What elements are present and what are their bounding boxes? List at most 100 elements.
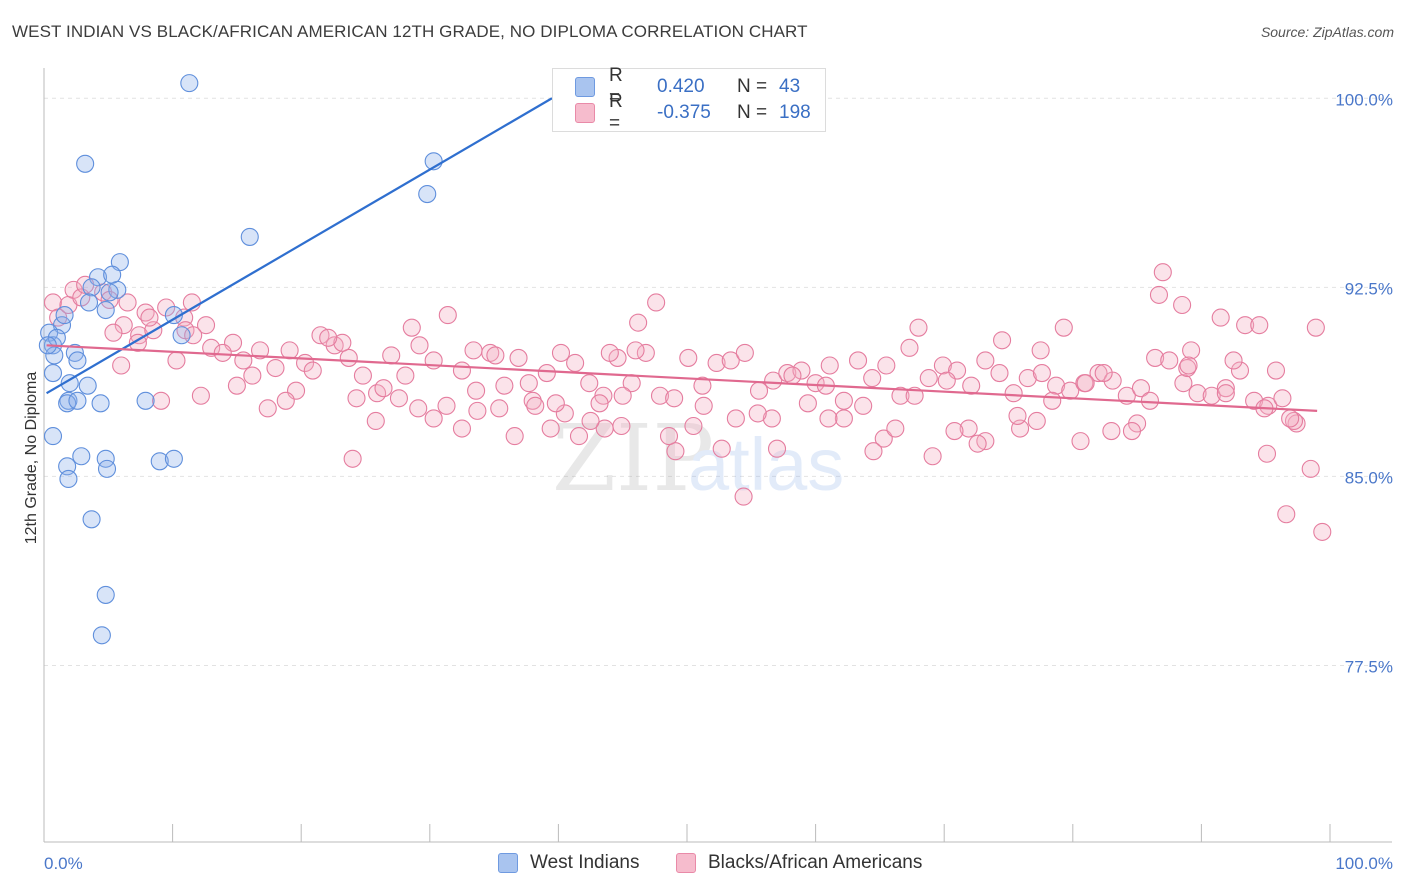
data-point (546, 394, 565, 413)
data-point (347, 389, 366, 408)
data-point (959, 419, 978, 438)
data-point (693, 376, 712, 395)
data-point (1211, 308, 1230, 327)
data-point (96, 300, 115, 320)
data-point (990, 364, 1009, 383)
data-point (1043, 391, 1062, 410)
data-point (72, 447, 91, 466)
data-point (227, 376, 246, 395)
data-point (1094, 364, 1113, 383)
x-tick-label: 0.0% (44, 854, 83, 873)
data-point (333, 333, 352, 352)
data-point (1182, 341, 1201, 360)
legend-r-value: -0.375 (657, 102, 711, 123)
data-point (58, 394, 77, 413)
data-point (1089, 364, 1108, 383)
data-point (1179, 356, 1198, 375)
data-point (1277, 505, 1296, 524)
data-point (396, 366, 415, 385)
data-point (366, 411, 385, 431)
data-point (537, 364, 556, 383)
data-point (684, 416, 703, 436)
series-west-indians-points (38, 74, 443, 645)
data-point (68, 391, 87, 410)
data-point (629, 313, 648, 332)
data-point (1071, 432, 1090, 451)
legend-item-blacks: Blacks/African Americans (676, 852, 922, 874)
data-point (523, 391, 542, 410)
data-point (647, 293, 666, 312)
series-legend: West Indians Blacks/African Americans (0, 852, 1406, 876)
y-tick-label: 100.0% (1335, 90, 1393, 109)
data-point (68, 351, 87, 370)
data-point (151, 391, 171, 410)
legend-n-value: 43 (779, 76, 801, 97)
data-point (1008, 406, 1027, 425)
data-point (150, 452, 169, 471)
data-point (659, 427, 679, 446)
data-point (891, 386, 910, 405)
data-point (82, 510, 101, 529)
data-point (136, 391, 155, 410)
data-point (650, 386, 670, 405)
data-point (976, 351, 995, 370)
data-point (864, 442, 883, 461)
chart-title: WEST INDIAN VS BLACK/AFRICAN AMERICAN 12… (12, 22, 808, 41)
data-point (600, 343, 619, 362)
data-point (45, 346, 64, 365)
data-point (1018, 369, 1037, 388)
data-point (1224, 351, 1243, 370)
data-point (886, 419, 905, 438)
legend-label-blacks: Blacks/African Americans (708, 852, 923, 873)
data-point (707, 353, 726, 373)
data-point (1173, 295, 1192, 315)
data-point (900, 338, 919, 357)
data-point (157, 298, 176, 317)
axes (43, 68, 1392, 843)
data-point (580, 374, 599, 393)
data-point (438, 306, 457, 325)
data-point (319, 328, 338, 347)
data-point (495, 376, 514, 395)
data-point (167, 351, 186, 370)
data-point (76, 154, 95, 173)
legend-r-label: R = (609, 91, 623, 134)
data-point (1103, 371, 1122, 390)
data-point (118, 293, 137, 312)
data-point (140, 308, 159, 327)
data-point (1122, 421, 1142, 441)
data-point (541, 419, 560, 438)
data-point (877, 356, 896, 375)
data-point (1131, 379, 1151, 398)
data-point (665, 389, 684, 408)
data-point (569, 427, 589, 446)
data-point (1054, 318, 1073, 337)
data-point (1031, 341, 1050, 360)
data-point (96, 585, 115, 604)
data-point (1160, 351, 1179, 370)
data-point (762, 409, 781, 428)
data-point (778, 364, 797, 383)
data-point (820, 356, 839, 375)
data-point (213, 343, 232, 362)
data-point (721, 351, 740, 370)
data-point (1174, 374, 1193, 393)
data-point (834, 391, 853, 410)
data-point (679, 348, 698, 367)
data-point (103, 265, 122, 284)
data-point (945, 421, 964, 441)
data-point (834, 409, 853, 428)
data-point (452, 419, 472, 438)
data-point (863, 369, 882, 388)
data-point (874, 429, 893, 448)
data-point (266, 358, 285, 378)
legend-row-blacks: R = -0.375 N = 198 (575, 91, 811, 134)
legend-r-value: 0.420 (657, 76, 705, 97)
data-point (734, 487, 753, 506)
legend-r-label: R = (609, 65, 623, 108)
data-point (819, 409, 838, 428)
data-point (82, 278, 101, 297)
data-point (100, 290, 119, 309)
data-point (410, 336, 429, 355)
data-point (104, 323, 123, 342)
